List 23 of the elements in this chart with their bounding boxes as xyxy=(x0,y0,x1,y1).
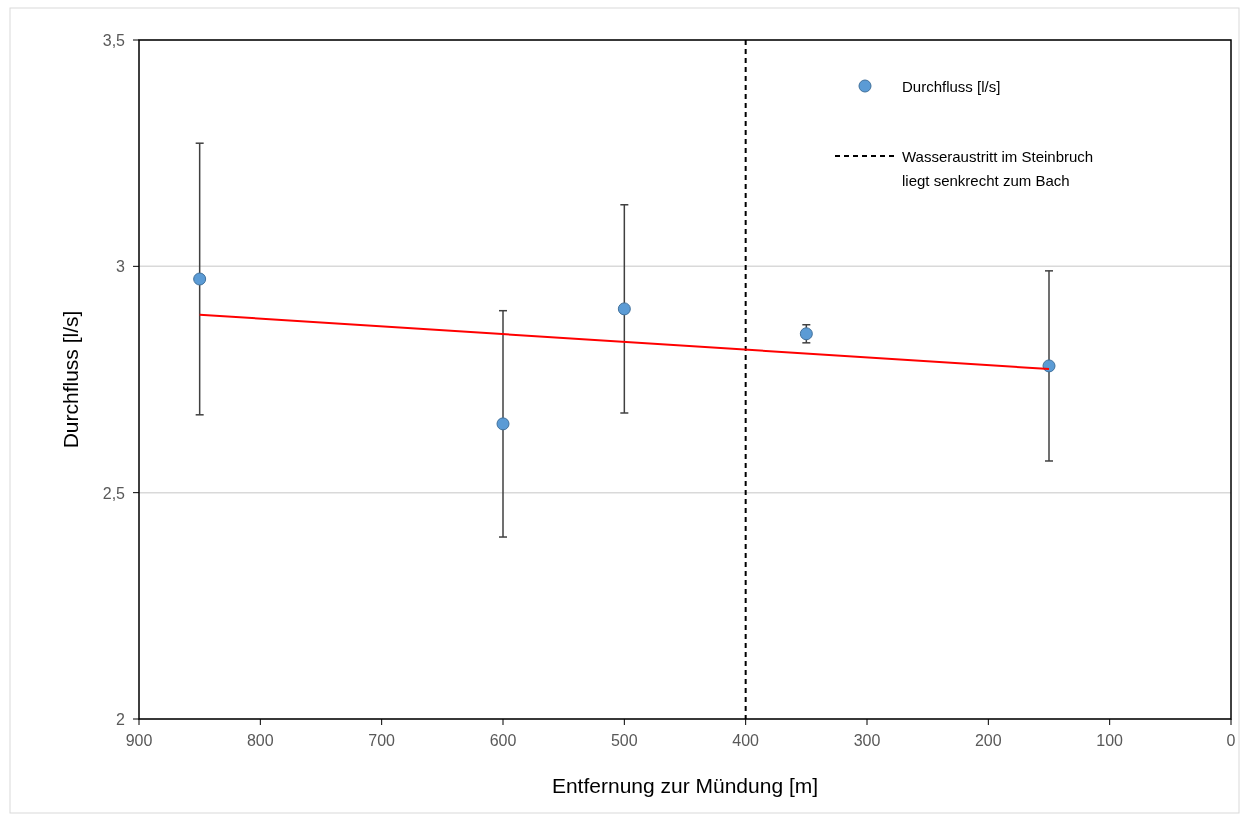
x-tick-label: 600 xyxy=(489,732,517,749)
y-tick-label: 3,5 xyxy=(102,32,126,49)
point xyxy=(193,272,207,286)
x-tick-label: 100 xyxy=(1096,732,1124,749)
x-tick-label: 0 xyxy=(1226,732,1236,749)
legend-label: Durchfluss [l/s] xyxy=(902,78,1001,95)
y-tick-label: 2 xyxy=(116,711,126,728)
x-tick-label: 200 xyxy=(974,732,1002,749)
x-tick-label: 800 xyxy=(246,732,274,749)
x-tick-label: 900 xyxy=(125,732,153,749)
y-tick-label: 2,5 xyxy=(102,484,126,502)
ref-line-label: Wasseraustritt im Steinbruch liegt senkrecht zum Bach xyxy=(902,148,1094,189)
point xyxy=(496,417,510,431)
x-tick-label: 300 xyxy=(853,732,881,749)
x-tick-label: 500 xyxy=(610,732,638,749)
x-tick-label: 400 xyxy=(732,732,760,749)
point xyxy=(799,327,813,341)
y-tick-label: 3 xyxy=(116,258,126,276)
x-tick-label: 700 xyxy=(368,732,396,749)
point xyxy=(1042,359,1056,373)
x-axis-title: Entfernung zur Mündung [m] xyxy=(551,774,819,797)
y-axis-title: Durchfluss [l/s] xyxy=(59,310,82,449)
point xyxy=(617,302,631,316)
